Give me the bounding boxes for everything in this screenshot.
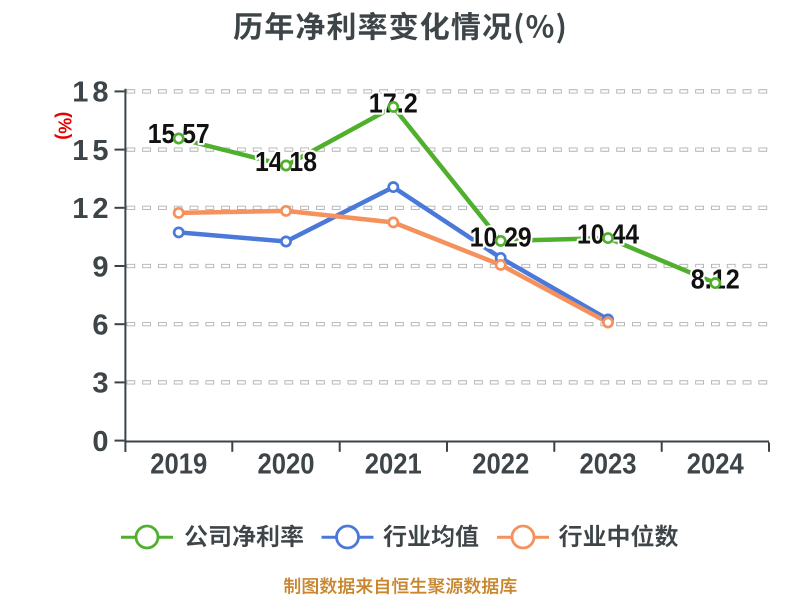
svg-text:2020: 2020: [258, 449, 315, 481]
svg-text:2021: 2021: [365, 449, 422, 481]
svg-text:17.2: 17.2: [369, 87, 418, 118]
svg-text:18: 18: [72, 77, 112, 109]
svg-text:12: 12: [72, 193, 112, 225]
svg-text:9: 9: [92, 251, 112, 283]
svg-text:2024: 2024: [687, 449, 744, 481]
svg-text:3: 3: [92, 368, 112, 400]
svg-text:15.57: 15.57: [148, 118, 210, 149]
svg-text:0: 0: [92, 426, 112, 458]
svg-text:2022: 2022: [472, 449, 529, 481]
svg-text:6: 6: [92, 310, 112, 342]
svg-text:2019: 2019: [150, 449, 207, 481]
svg-text:2023: 2023: [580, 449, 637, 481]
svg-text:(%): (%): [55, 112, 75, 140]
svg-text:15: 15: [72, 135, 112, 167]
